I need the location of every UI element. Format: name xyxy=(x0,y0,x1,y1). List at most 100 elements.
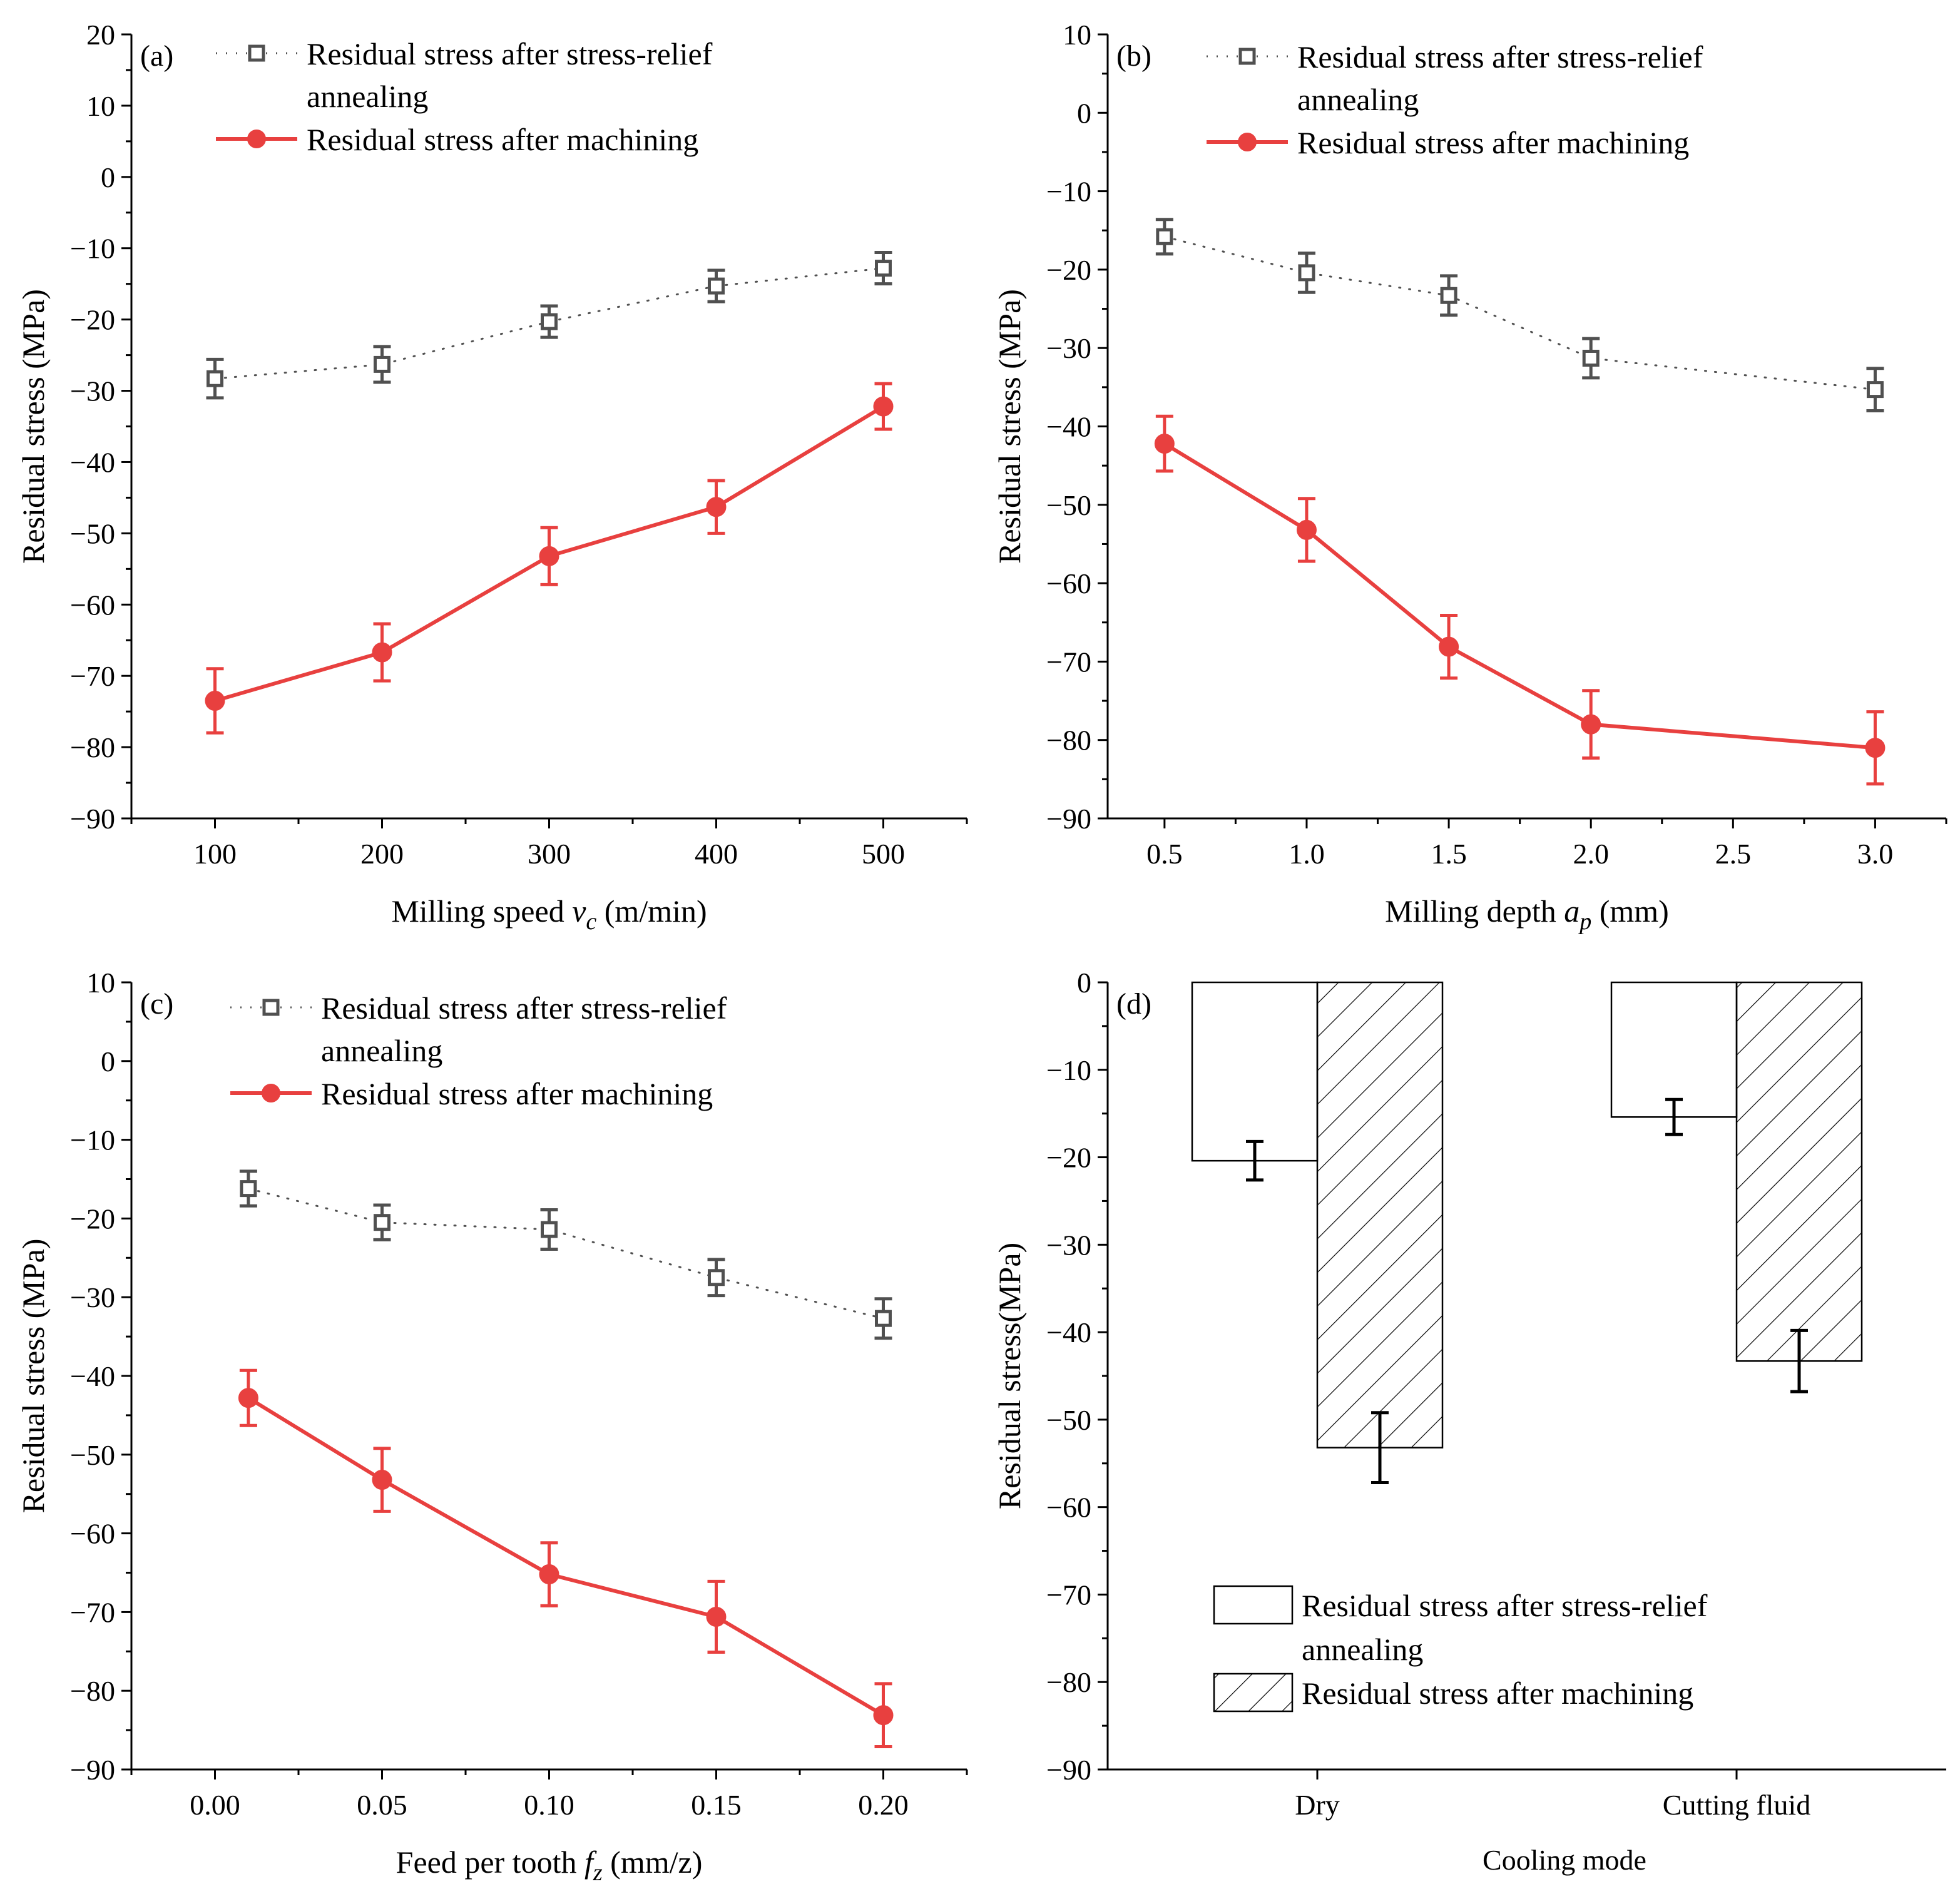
x-axis-title-unit: (mm/z) xyxy=(603,1845,703,1880)
x-tick-label: 1.0 xyxy=(1289,838,1325,870)
annealing-point xyxy=(1582,349,1600,367)
x-tick-label: 2.5 xyxy=(1715,838,1752,870)
machining-point xyxy=(539,1564,559,1585)
y-tick-label: −10 xyxy=(70,233,115,265)
panel-b-chart: 10 0 −10 −20 −30 −40 −50 −60 −70 −80 −90 0.5 1.0 1.5 2… xyxy=(992,19,1947,935)
legend-annealing-label-line2: annealing xyxy=(1302,1632,1423,1667)
machining-point xyxy=(1296,519,1317,540)
x-tick-label: 0.20 xyxy=(858,1789,909,1821)
panel-label: (b) xyxy=(1116,39,1151,73)
y-tick-label: −40 xyxy=(70,1360,115,1392)
legend-machining-marker xyxy=(262,1084,280,1102)
y-tick-label: −60 xyxy=(70,1518,115,1550)
y-tick-label: 10 xyxy=(86,90,115,122)
x-tick-label: Dry xyxy=(1295,1789,1340,1821)
annealing-series-line xyxy=(1163,235,1876,391)
machining-point xyxy=(205,691,225,711)
x-tick-label: 0.00 xyxy=(190,1789,240,1821)
legend-machining-swatch xyxy=(1213,1673,1294,1713)
legend-annealing-marker xyxy=(1238,48,1256,65)
machining-point xyxy=(873,1705,894,1726)
legend-annealing-label-line2: annealing xyxy=(321,1033,442,1068)
x-axis-title-text: Milling speed xyxy=(391,894,572,929)
annealing-point xyxy=(1156,228,1173,245)
machining-bar xyxy=(1735,981,1863,1362)
panel-label: (d) xyxy=(1116,987,1151,1021)
machining-point xyxy=(1439,636,1459,657)
legend-annealing-marker xyxy=(248,44,265,62)
x-axis-title-text: Milling depth xyxy=(1385,894,1564,929)
x-axis-title-text: Feed per tooth xyxy=(396,1845,584,1880)
legend-machining-label: Residual stress after machining xyxy=(307,122,698,157)
x-axis-title: Milling speed vc (m/min) xyxy=(391,894,707,935)
annealing-point xyxy=(875,260,892,277)
machining-point xyxy=(1154,434,1175,454)
x-axis-title-subscript: p xyxy=(1578,909,1591,935)
annealing-point xyxy=(207,370,223,387)
y-tick-label: 0 xyxy=(101,1046,115,1077)
y-tick-label: −50 xyxy=(1046,489,1091,521)
y-tick-label: −30 xyxy=(1046,1229,1091,1261)
machining-point xyxy=(706,497,727,517)
legend-machining-label: Residual stress after machining xyxy=(321,1076,713,1111)
x-tick-label: 400 xyxy=(695,838,738,870)
y-tick-label: −60 xyxy=(70,589,115,621)
x-axis-title: Feed per tooth fz (mm/z) xyxy=(396,1845,703,1886)
legend-annealing-marker xyxy=(262,999,280,1016)
x-axis-title-variable: a xyxy=(1564,894,1580,929)
x-tick-label: 3.0 xyxy=(1857,838,1894,870)
x-axis-title-subscript: c xyxy=(586,909,596,935)
panel-c-chart: 10 0 −10 −20 −30 −40 −50 −60 −70 −80 −90 0.00 0.05 0.… xyxy=(16,967,968,1886)
annealing-point xyxy=(1440,287,1457,304)
y-tick-label: −70 xyxy=(1046,646,1091,678)
machining-point xyxy=(372,642,392,663)
y-tick-label: −20 xyxy=(70,304,115,336)
annealing-point xyxy=(541,1221,558,1238)
y-tick-label: −50 xyxy=(1046,1404,1091,1436)
y-tick-label: 0 xyxy=(1077,97,1091,129)
y-tick-label: −70 xyxy=(70,1596,115,1628)
x-tick-label: 300 xyxy=(528,838,571,870)
x-tick-label: 0.15 xyxy=(691,1789,742,1821)
y-axis-title: Residual stress(MPa) xyxy=(992,1243,1027,1509)
machining-series-line xyxy=(1162,442,1877,750)
y-tick-label: −80 xyxy=(1046,1666,1091,1698)
y-axis-title: Residual stress (MPa) xyxy=(16,289,51,564)
x-axis-title-subscript: z xyxy=(593,1860,603,1886)
machining-point xyxy=(706,1606,727,1627)
machining-point xyxy=(1581,714,1601,735)
annealing-point xyxy=(1866,381,1884,399)
y-tick-label: −80 xyxy=(1046,725,1091,756)
y-tick-label: −20 xyxy=(1046,1142,1091,1174)
x-axis-title: Cooling mode xyxy=(1483,1844,1646,1876)
legend-annealing-label-line1: Residual stress after stress-relief xyxy=(1302,1588,1708,1623)
y-tick-label: −70 xyxy=(1046,1579,1091,1611)
annealing-bar xyxy=(1610,981,1738,1118)
legend-annealing-label-line1: Residual stress after stress-relief xyxy=(1297,39,1703,74)
y-tick-label: −30 xyxy=(70,1281,115,1313)
y-tick-label: 0 xyxy=(101,161,115,193)
y-tick-label: −70 xyxy=(70,660,115,692)
x-tick-label: 0.10 xyxy=(524,1789,574,1821)
y-tick-label: −80 xyxy=(70,731,115,763)
y-tick-label: 20 xyxy=(86,19,115,51)
annealing-point xyxy=(374,1214,390,1231)
machining-point xyxy=(539,546,559,566)
legend-annealing-label-line2: annealing xyxy=(307,79,428,114)
y-tick-label: −40 xyxy=(1046,411,1091,443)
x-axis-title-unit: (mm) xyxy=(1591,894,1669,929)
y-tick-label: −10 xyxy=(1046,176,1091,208)
x-tick-label: 100 xyxy=(193,838,237,870)
y-tick-label: −10 xyxy=(1046,1054,1091,1086)
legend-machining-marker xyxy=(247,130,266,148)
y-tick-label: −90 xyxy=(70,1754,115,1786)
legend-machining-label: Residual stress after machining xyxy=(1302,1676,1693,1711)
x-tick-label: 500 xyxy=(862,838,905,870)
annealing-point xyxy=(541,313,558,330)
y-tick-label: 10 xyxy=(1063,19,1091,51)
machining-point xyxy=(238,1388,258,1408)
annealing-point xyxy=(708,1269,725,1286)
annealing-series-line xyxy=(247,1188,884,1320)
